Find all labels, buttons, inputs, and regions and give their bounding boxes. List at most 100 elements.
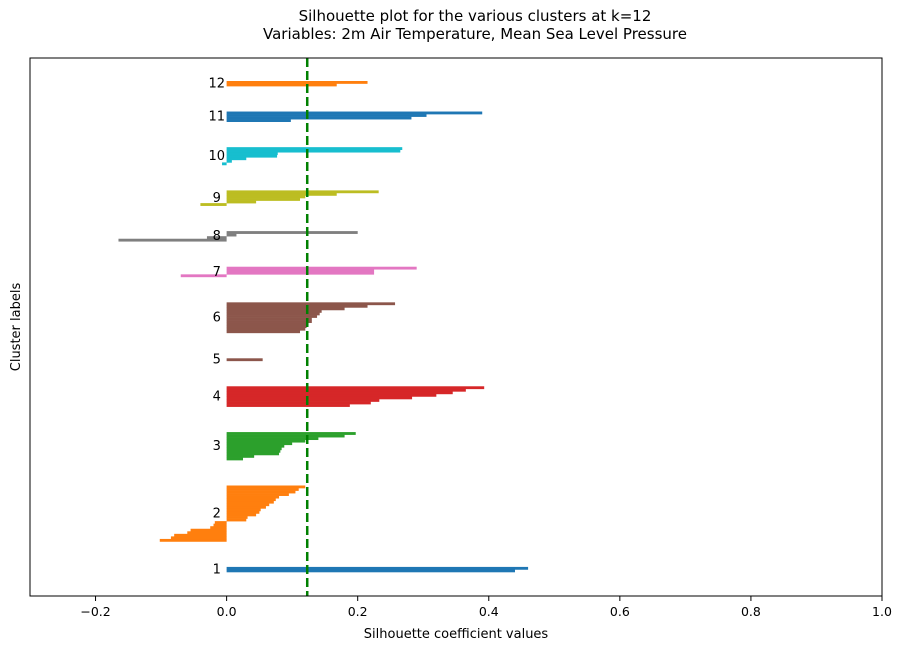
silhouette-bar-cluster-2: [226, 505, 266, 509]
silhouette-bar-cluster-9: [226, 200, 257, 204]
silhouette-bars: [118, 81, 529, 573]
cluster-label-9: 9: [213, 191, 221, 206]
silhouette-bar-cluster-2: [187, 531, 227, 535]
cluster-label-1: 1: [213, 562, 221, 577]
y-axis-label: Cluster labels: [9, 283, 24, 372]
cluster-label-12: 12: [209, 77, 226, 92]
silhouette-bar-cluster-9: [226, 192, 337, 196]
silhouette-bar-cluster-10: [226, 159, 232, 163]
silhouette-bar-cluster-3: [226, 452, 280, 456]
silhouette-bar-cluster-7: [226, 271, 375, 275]
silhouette-bar-cluster-4: [226, 386, 485, 390]
silhouette-bar-cluster-11: [226, 111, 483, 115]
silhouette-bar-cluster-6: [226, 317, 312, 321]
x-tick-label: 0.0: [217, 604, 237, 619]
silhouette-bar-cluster-6: [226, 307, 345, 311]
silhouette-bar-cluster-2: [226, 493, 289, 496]
silhouette-bar-cluster-1: [226, 569, 515, 573]
silhouette-bar-cluster-3: [226, 437, 319, 441]
silhouette-bar-cluster-9: [226, 195, 306, 199]
silhouette-bar-cluster-2: [226, 508, 261, 512]
silhouette-bar-cluster-7: [226, 266, 417, 270]
silhouette-bar-cluster-4: [226, 388, 466, 392]
silhouette-bar-cluster-11: [226, 119, 291, 122]
silhouette-bar-cluster-8: [226, 233, 237, 237]
silhouette-bar-cluster-8: [226, 231, 358, 234]
silhouette-bar-cluster-3: [226, 444, 285, 448]
silhouette-bar-cluster-8: [206, 236, 227, 240]
silhouette-bar-cluster-2: [226, 498, 276, 502]
cluster-label-10: 10: [209, 149, 226, 164]
silhouette-bar-cluster-2: [170, 536, 227, 540]
silhouette-bar-cluster-2: [226, 503, 270, 507]
silhouette-bar-cluster-4: [226, 404, 350, 407]
silhouette-bar-cluster-4: [226, 393, 437, 397]
x-tick-label: 1.0: [872, 604, 892, 619]
silhouette-bar-cluster-10: [226, 157, 247, 161]
silhouette-bar-cluster-3: [226, 434, 345, 438]
silhouette-bar-cluster-10: [226, 147, 403, 150]
x-tick-label: 0.6: [610, 604, 630, 619]
silhouette-bar-cluster-2: [159, 538, 227, 542]
silhouette-bar-cluster-2: [190, 528, 227, 532]
silhouette-bar-cluster-2: [226, 516, 248, 519]
cluster-label-4: 4: [213, 389, 221, 404]
x-tick-label: 0.4: [479, 604, 499, 619]
silhouette-bar-cluster-2: [214, 521, 227, 524]
silhouette-bar-cluster-2: [226, 485, 306, 489]
silhouette-bar-cluster-7: [180, 274, 227, 278]
silhouette-bar-cluster-3: [226, 454, 255, 458]
silhouette-bar-cluster-5: [226, 358, 263, 362]
silhouette-bar-cluster-6: [226, 325, 307, 329]
silhouette-bar-cluster-2: [226, 518, 247, 522]
cluster-label-2: 2: [213, 506, 221, 521]
plot-frame: [29, 57, 883, 597]
silhouette-bar-cluster-6: [226, 304, 368, 308]
silhouette-bar-cluster-10: [226, 154, 278, 158]
x-axis-ticks: −0.2 0.0 0.2 0.4 0.6 0.8 1.0: [80, 596, 892, 619]
silhouette-bar-cluster-7: [226, 269, 375, 273]
title-line-1: Silhouette plot for the various clusters…: [299, 7, 652, 25]
silhouette-bar-cluster-6: [226, 322, 309, 326]
silhouette-bar-cluster-6: [226, 330, 301, 334]
silhouette-bar-cluster-2: [210, 526, 227, 530]
chart-title: Silhouette plot for the various clusters…: [263, 7, 687, 43]
silhouette-bar-cluster-11: [226, 116, 412, 120]
silhouette-bar-cluster-9: [226, 190, 379, 194]
x-tick-label: −0.2: [80, 604, 110, 619]
silhouette-bar-cluster-2: [226, 500, 274, 504]
silhouette-bar-cluster-12: [226, 83, 337, 87]
silhouette-bar-cluster-8: [118, 238, 227, 242]
title-line-2: Variables: 2m Air Temperature, Mean Sea …: [263, 25, 687, 43]
silhouette-bar-cluster-2: [226, 490, 296, 494]
silhouette-bar-cluster-3: [226, 432, 356, 435]
silhouette-bar-cluster-12: [226, 81, 368, 84]
silhouette-bar-cluster-6: [226, 302, 396, 306]
cluster-label-7: 7: [213, 265, 221, 280]
cluster-label-3: 3: [213, 439, 221, 454]
cluster-label-6: 6: [213, 311, 221, 326]
silhouette-bar-cluster-6: [226, 309, 322, 313]
silhouette-bar-cluster-10: [222, 162, 227, 166]
silhouette-bar-cluster-2: [226, 488, 299, 491]
x-axis-label: Silhouette coefficient values: [364, 627, 549, 642]
cluster-label-5: 5: [213, 353, 221, 368]
silhouette-bar-cluster-4: [226, 399, 380, 402]
silhouette-bar-cluster-3: [226, 457, 243, 461]
silhouette-bar-cluster-2: [226, 510, 260, 514]
silhouette-bar-cluster-4: [226, 401, 371, 405]
cluster-label-11: 11: [209, 110, 226, 125]
silhouette-bar-cluster-4: [226, 396, 413, 400]
cluster-label-8: 8: [213, 229, 221, 244]
silhouette-bar-cluster-1: [226, 566, 529, 570]
x-tick-label: 0.8: [741, 604, 761, 619]
silhouette-bar-cluster-2: [174, 533, 227, 537]
silhouette-bar-cluster-2: [213, 523, 227, 527]
silhouette-bar-cluster-10: [226, 149, 401, 153]
silhouette-bar-cluster-4: [226, 391, 453, 395]
silhouette-bar-cluster-6: [226, 315, 318, 318]
x-tick-label: 0.2: [348, 604, 368, 619]
silhouette-bar-cluster-2: [226, 513, 257, 517]
